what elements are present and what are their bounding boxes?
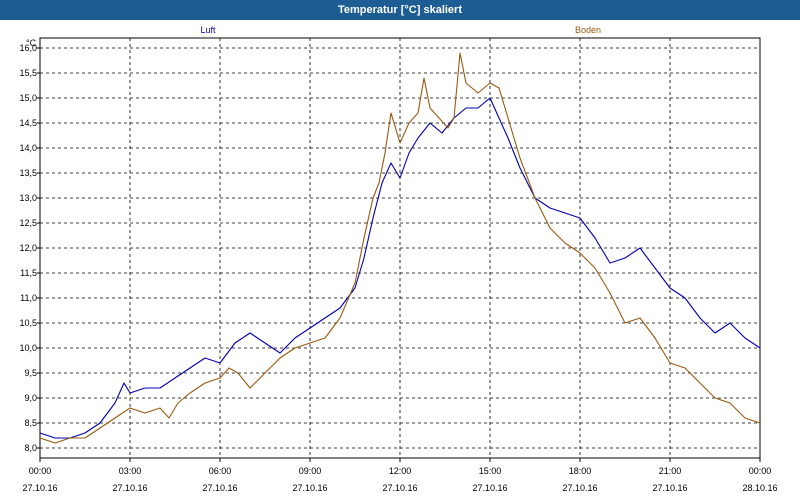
y-tick-label: 15,0 <box>19 93 37 103</box>
series-line-luft <box>39 97 761 439</box>
x-tick-time-label: 06:00 <box>209 466 232 476</box>
y-tick-label: 14,0 <box>19 143 37 153</box>
x-tick-time-label: 03:00 <box>119 466 142 476</box>
y-tick-label: 8,5 <box>24 418 37 428</box>
x-tick-time-label: 12:00 <box>389 466 412 476</box>
chart-title: Temperatur [°C] skaliert <box>337 4 462 16</box>
y-axis-label: °C <box>26 38 37 48</box>
y-tick-label: 16,0 <box>19 43 37 53</box>
x-tick-date-label: 27.10.16 <box>202 483 237 493</box>
y-tick-label: 9,5 <box>24 368 37 378</box>
y-tick-label: 15,5 <box>19 68 37 78</box>
legend-label-luft: Luft <box>200 25 216 35</box>
x-tick-time-label: 18:00 <box>569 466 592 476</box>
y-tick-label: 13,0 <box>19 193 37 203</box>
series-line-boden <box>39 52 761 444</box>
y-tick-label: 13,5 <box>19 168 37 178</box>
legend-label-boden: Boden <box>575 25 601 35</box>
y-tick-label: 12,5 <box>19 218 37 228</box>
x-tick-date-label: 27.10.16 <box>112 483 147 493</box>
y-tick-label: 10,5 <box>19 318 37 328</box>
x-tick-date-label: 27.10.16 <box>472 483 507 493</box>
x-tick-date-label: 27.10.16 <box>382 483 417 493</box>
y-tick-label: 11,5 <box>20 268 37 278</box>
chart-area: 8,0 8,5 9,0 9,5 10,0 10,5 11,0 11,5 12,0 12,5 13,0… <box>19 25 777 493</box>
x-tick-date-label: 27.10.16 <box>652 483 687 493</box>
chart-title-bar: Temperatur [°C] skaliert <box>0 0 800 20</box>
y-tick-label: 8,0 <box>24 443 37 453</box>
y-tick-label: 11,0 <box>20 293 37 303</box>
x-tick-time-label: 21:00 <box>659 466 682 476</box>
y-tick-label: 10,0 <box>19 343 37 353</box>
x-tick-date-label: 27.10.16 <box>562 483 597 493</box>
y-tick-label: 12,0 <box>19 243 37 253</box>
x-tick-time-label: 15:00 <box>479 466 502 476</box>
x-tick-time-label: 09:00 <box>299 466 322 476</box>
x-tick-date-label: 28.10.16 <box>742 483 777 493</box>
y-tick-label: 9,0 <box>24 393 37 403</box>
x-tick-date-label: 27.10.16 <box>22 483 57 493</box>
x-tick-time-label: 00:00 <box>749 466 772 476</box>
x-tick-date-label: 27.10.16 <box>292 483 327 493</box>
x-tick-time-label: 00:00 <box>29 466 52 476</box>
y-tick-label: 14,5 <box>19 118 37 128</box>
